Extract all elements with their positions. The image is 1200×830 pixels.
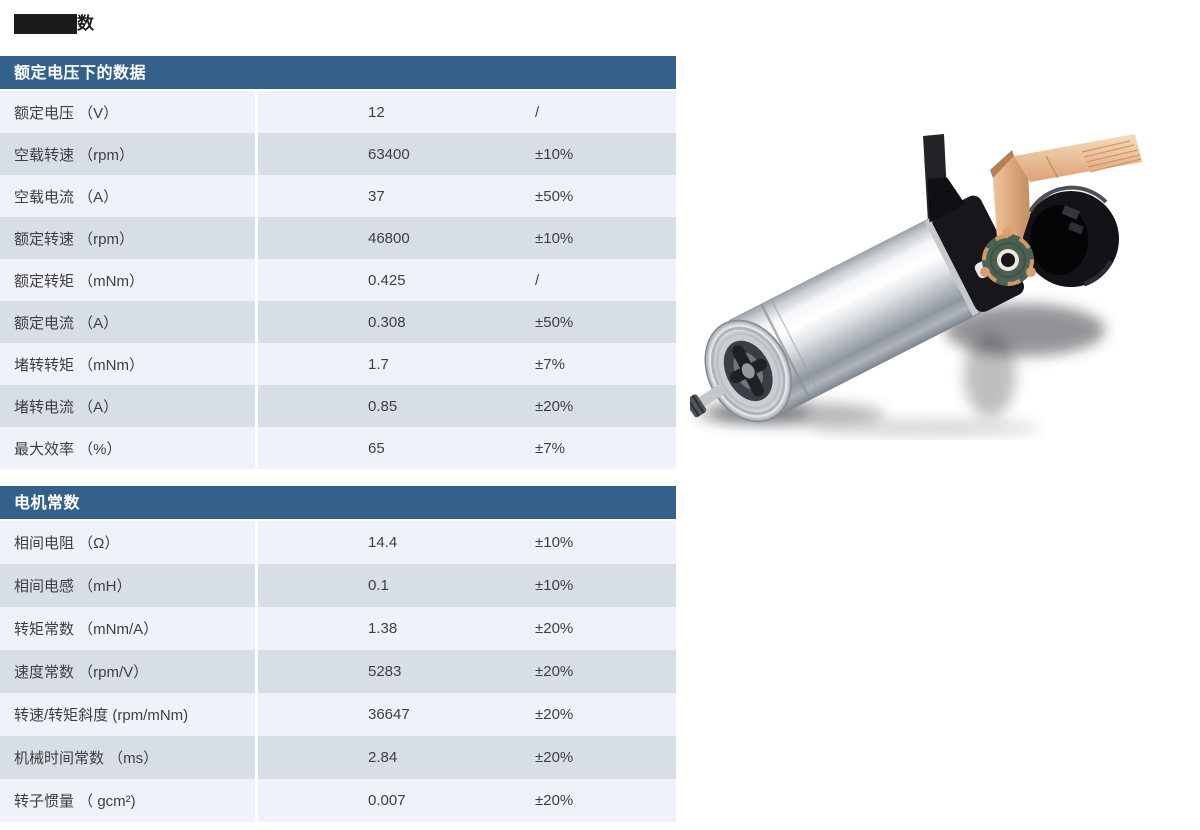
row-value: 1.38 — [368, 620, 398, 637]
motor-constants-table-body: 相间电阻 （Ω） 14.4 ±10% 相间电感 （mH） 0.1 ±10% 转矩常数 （mN… — [0, 521, 676, 822]
row-value: 12 — [368, 103, 385, 121]
row-value: 0.85 — [368, 397, 398, 415]
table-row: 转子惯量 （ gcm²) 0.007 ±20% — [0, 779, 676, 822]
page-title: 数 — [14, 13, 94, 35]
table-row: 相间电感 （mH） 0.1 ±10% — [0, 564, 676, 607]
row-tolerance: ±50% — [535, 187, 574, 205]
row-value: 37 — [368, 187, 385, 205]
motor-product-image — [690, 134, 1142, 437]
row-tolerance: ±10% — [535, 577, 574, 594]
table-row: 最大效率 （%） 65 ±7% — [0, 427, 676, 469]
row-value: 63400 — [368, 145, 410, 163]
table-row: 转矩常数 （mNm/A） 1.38 ±20% — [0, 607, 676, 650]
row-tolerance: ±10% — [535, 534, 574, 551]
row-label: 堵转转矩 （mNm） — [0, 343, 258, 385]
row-value: 0.425 — [368, 271, 406, 289]
row-value: 5283 — [368, 663, 402, 680]
rated-voltage-table: 额定电压下的数据 额定电压 （V） 12/空载转速 （rpm） 63400 ±10% 空… — [0, 56, 676, 469]
row-label: 相间电阻 （Ω） — [0, 521, 258, 564]
rated-voltage-table-body: 额定电压 （V） 12 / 空载转速 （rpm） 63400 ±10% 空载电流 （A） 37… — [0, 91, 676, 469]
row-label: 转矩常数 （mNm/A） — [0, 607, 258, 650]
table-row: 额定电流 （A） 0.308 ±50% — [0, 301, 676, 343]
row-label: 额定电流 （A） — [0, 301, 258, 343]
table-header-rated-voltage: 额定电压下的数据 — [0, 56, 676, 91]
row-tolerance: ±20% — [535, 706, 574, 723]
redacted-title-block — [14, 14, 77, 34]
row-label: 额定转矩 （mNm） — [0, 259, 258, 301]
row-value: 14.4 — [368, 534, 398, 551]
row-value: 0.007 — [368, 792, 406, 809]
row-label: 额定转速 （rpm） — [0, 217, 258, 259]
end-cap — [1023, 185, 1119, 287]
row-tolerance: / — [535, 103, 540, 121]
row-value: 0.1 — [368, 577, 389, 594]
row-value: 1.7 — [368, 355, 389, 373]
row-label: 堵转电流 （A） — [0, 385, 258, 427]
table-row: 空载转速 （rpm） 63400 ±10% — [0, 133, 676, 175]
page-title-text: 数 — [77, 14, 94, 33]
row-tolerance: / — [535, 271, 540, 289]
row-value: 36647 — [368, 706, 410, 723]
row-label: 空载电流 （A） — [0, 175, 258, 217]
motor-front-face — [704, 319, 792, 423]
row-label: 机械时间常数 （ms） — [0, 736, 258, 779]
row-tolerance: ±20% — [535, 792, 574, 809]
table-row: 额定转矩 （mNm） 0.425 / — [0, 259, 676, 301]
table-row: 额定电压 （V） 12 / — [0, 91, 676, 133]
table-row: 堵转转矩 （mNm） 1.7 ±7% — [0, 343, 676, 385]
row-label: 空载转速 （rpm） — [0, 133, 258, 175]
table-row: 堵转电流 （A） 0.85 ±20% — [0, 385, 676, 427]
table-row: 机械时间常数 （ms） 2.84 ±20% — [0, 736, 676, 779]
row-tolerance: ±20% — [535, 749, 574, 766]
row-value: 65 — [368, 439, 385, 457]
row-label: 速度常数 （rpm/V） — [0, 650, 258, 693]
pcb-disc — [980, 227, 1036, 286]
row-tolerance: ±20% — [535, 397, 574, 415]
motor-constants-table: 电机常数 相间电阻 （Ω） 14.4 ±10% 相间电感 （mH） 0.1 ±10% 转矩常… — [0, 486, 676, 822]
row-label: 转速/转矩斜度 (rpm/mNm) — [0, 693, 258, 736]
row-value: 0.308 — [368, 313, 406, 331]
row-tolerance: ±20% — [535, 620, 574, 637]
flex-ribbon — [990, 134, 1142, 240]
row-label: 转子惯量 （ gcm²) — [0, 779, 258, 822]
row-tolerance: ±7% — [535, 439, 565, 457]
row-value: 2.84 — [368, 749, 398, 766]
row-tolerance: ±50% — [535, 313, 574, 331]
photo-shadows — [695, 304, 1105, 437]
table-row: 相间电阻 （Ω） 14.4 ±10% — [0, 521, 676, 564]
table-row: 转速/转矩斜度 (rpm/mNm) 36647 ±20% — [0, 693, 676, 736]
row-label: 最大效率 （%） — [0, 427, 258, 469]
row-tolerance: ±10% — [535, 229, 574, 247]
row-tolerance: ±20% — [535, 663, 574, 680]
table-row: 额定转速 （rpm） 46800 ±10% — [0, 217, 676, 259]
table-row: 速度常数 （rpm/V） 5283 ±20% — [0, 650, 676, 693]
row-tolerance: ±10% — [535, 145, 574, 163]
row-label: 相间电感 （mH） — [0, 564, 258, 607]
table-header-motor-constants: 电机常数 — [0, 486, 676, 521]
output-shaft — [690, 384, 725, 418]
row-value: 46800 — [368, 229, 410, 247]
row-label: 额定电压 （V） — [0, 91, 258, 133]
table-row: 空载电流 （A） 37 ±50% — [0, 175, 676, 217]
row-tolerance: ±7% — [535, 355, 565, 373]
